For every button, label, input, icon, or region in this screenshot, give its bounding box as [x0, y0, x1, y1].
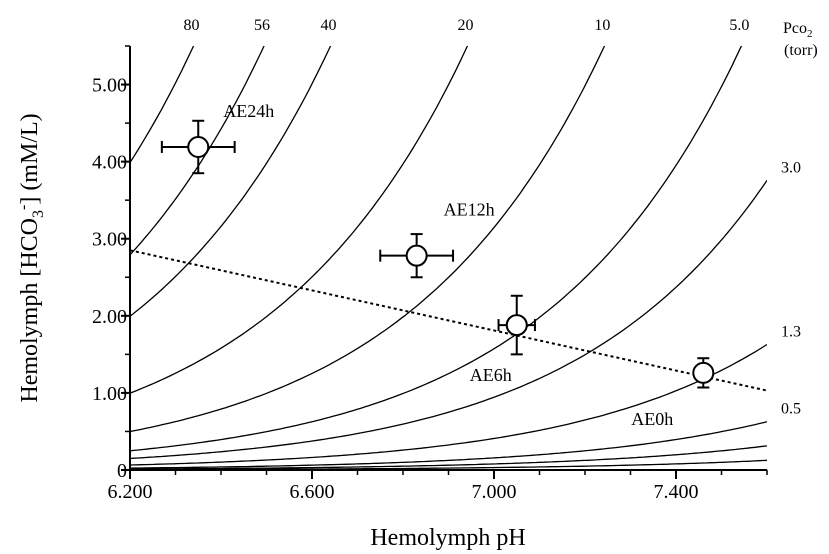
x-tick-label: 6.200 — [108, 481, 153, 503]
isopleth-labels: 80 56 40 20 10 5.0 3.0 1.3 0.5 — [184, 17, 801, 418]
point-AE24h: AE24h — [160, 101, 274, 175]
point-label: AE24h — [223, 101, 274, 121]
pco2-header: Pco2 (torr) — [783, 20, 818, 59]
point-marker — [187, 135, 210, 158]
y-tick-label: 3.00 — [92, 229, 127, 251]
isopleth-0-25 — [130, 445, 767, 470]
y-axis-label: Hemolymph [HCO3-] (mM/L) — [15, 113, 47, 402]
y-ticks: 0 1.00 2.00 3.00 4.00 5.00 — [92, 45, 130, 482]
x-ticks: 6.200 6.600 7.000 7.400 — [108, 470, 768, 503]
isopleth-3 — [130, 180, 767, 460]
point-label: AE0h — [631, 409, 673, 429]
isopleth-0-5 — [130, 421, 767, 469]
isopleth-40 — [130, 46, 332, 317]
y-tick-label: 4.00 — [92, 152, 127, 174]
isopleth-1-3 — [130, 343, 767, 466]
isopleth-20 — [130, 46, 469, 394]
isopleth-label-56: 56 — [254, 17, 270, 34]
x-tick-label: 7.400 — [654, 481, 699, 503]
point-marker — [505, 314, 528, 337]
isopleth-80 — [130, 46, 195, 163]
isopleth-label-20: 20 — [457, 17, 473, 34]
point-AE0h: AE0h — [631, 357, 715, 429]
pco2-header-label: Pco2 — [783, 20, 813, 40]
y-tick-label: 0 — [117, 460, 127, 482]
point-AE6h: AE6h — [470, 294, 536, 385]
x-tick-label: 7.000 — [472, 481, 517, 503]
isopleth-56 — [130, 46, 265, 256]
x-axis-label: Hemolymph pH — [370, 525, 525, 551]
point-label: AE6h — [470, 365, 512, 385]
isopleth-5 — [130, 46, 743, 452]
pco2-header-unit: (torr) — [784, 42, 818, 59]
isopleth-label-40: 40 — [320, 17, 336, 34]
y-tick-label: 1.00 — [92, 383, 127, 405]
x-tick-label: 6.600 — [290, 481, 335, 503]
isopleth-10 — [130, 46, 606, 433]
isopleth-label-5: 5.0 — [729, 17, 749, 34]
isopleth-label-3: 3.0 — [781, 159, 801, 176]
y-tick-label: 2.00 — [92, 306, 127, 328]
buffer-line — [130, 249, 767, 392]
point-AE12h: AE12h — [379, 200, 495, 279]
isopleth-label-0-5: 0.5 — [781, 401, 801, 418]
isopleth-label-10: 10 — [594, 17, 610, 34]
point-label: AE12h — [444, 200, 495, 220]
data-points: AE0h AE6h AE12h AE24h — [160, 101, 715, 429]
isopleth-label-1-3: 1.3 — [781, 324, 801, 341]
y-tick-label: 5.00 — [92, 75, 127, 97]
point-marker — [692, 361, 715, 384]
point-marker — [405, 244, 428, 267]
isopleth-lines — [130, 46, 767, 470]
isopleth-label-80: 80 — [184, 17, 200, 34]
